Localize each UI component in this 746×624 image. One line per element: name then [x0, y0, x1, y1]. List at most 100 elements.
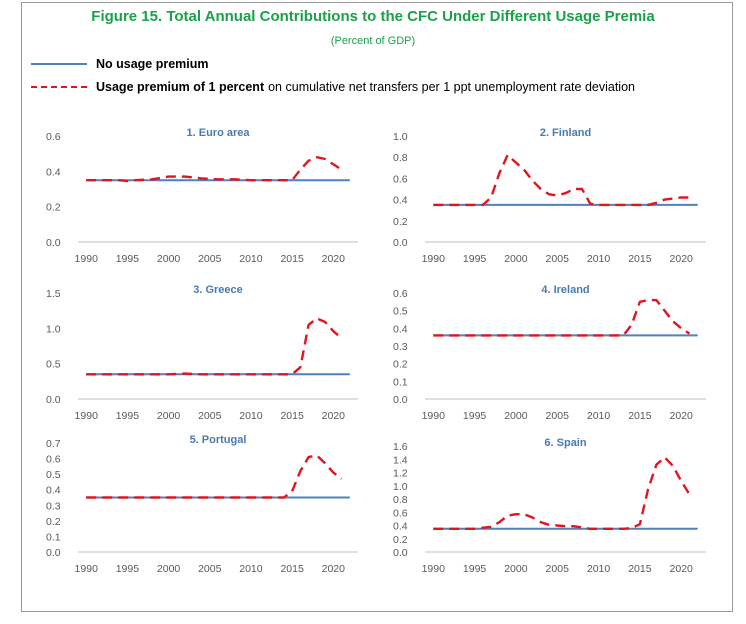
panel-1-y-tick-label: 0.4	[46, 166, 61, 178]
legend-solid-swatch	[31, 63, 87, 65]
panel-2-y-tick-label: 0.6	[393, 173, 408, 185]
legend-base-label: No usage premium	[96, 57, 209, 71]
panel-5-x-tick-label: 2010	[239, 563, 263, 575]
panel-5-x-tick-label: 2015	[280, 563, 304, 575]
panel-1-y-tick-label: 0.6	[46, 131, 61, 143]
legend-dashed-swatch	[31, 86, 87, 88]
panel-3-x-tick-label: 1990	[75, 410, 99, 422]
panel-6-x-tick-label: 1995	[463, 563, 487, 575]
panel-1-x-tick-label: 2010	[239, 253, 263, 265]
panel-3-x-tick-label: 2010	[239, 410, 263, 422]
panel-6-x-tick-label: 2010	[587, 563, 611, 575]
figure-title: Figure 15. Total Annual Contributions to…	[91, 8, 655, 25]
panel-2-y-tick-label: 0.0	[393, 237, 408, 249]
panel-4-y-tick-label: 0.5	[393, 306, 408, 318]
panel-3-y-tick-label: 1.5	[46, 288, 61, 300]
panel-1-x-tick-label: 1990	[75, 253, 99, 265]
panel-1-series-usage-premium	[86, 155, 343, 183]
panel-2-y-tick-label: 1.0	[393, 131, 408, 143]
panel-6-x-tick-label: 2005	[546, 563, 570, 575]
panel-6-title: 6. Spain	[544, 437, 586, 449]
panel-1-x-tick-label: 2020	[322, 253, 346, 265]
panel-4-y-tick-label: 0.1	[393, 376, 408, 388]
panel-2-x-tick-label: 2010	[587, 253, 611, 265]
panel-3-x-tick-label: 1995	[116, 410, 140, 422]
legend-item-base: No usage premium	[31, 55, 213, 73]
panel-5-x-tick-label: 2005	[198, 563, 222, 575]
panel-1-x-tick-label: 2015	[280, 253, 304, 265]
panel-1-x-tick-label: 2000	[157, 253, 181, 265]
figure-frame	[21, 2, 733, 612]
panel-2-y-tick-label: 0.4	[393, 195, 408, 207]
panel-5-y-tick-label: 0.2	[46, 516, 61, 528]
panel-5-y-tick-label: 0.4	[46, 485, 61, 497]
panel-5-x-tick-label: 2020	[322, 563, 346, 575]
panel-6-series-usage-premium	[433, 456, 691, 530]
panel-4-title: 4. Ireland	[541, 284, 589, 296]
panel-4-x-tick-label: 2015	[628, 410, 652, 422]
panel-4-y-tick-label: 0.3	[393, 341, 408, 353]
panel-6-x-tick-label: 2020	[670, 563, 694, 575]
panel-5-y-tick-label: 0.3	[46, 500, 61, 512]
panel-1-x-tick-label: 1995	[116, 253, 140, 265]
panel-2-y-tick-label: 0.2	[393, 216, 408, 228]
panel-3-x-tick-label: 2005	[198, 410, 222, 422]
panel-4-x-tick-label: 2020	[670, 410, 694, 422]
panel-4-x-tick-label: 2010	[587, 410, 611, 422]
panel-3-title: 3. Greece	[193, 284, 243, 296]
panel-3-y-tick-label: 1.0	[46, 323, 61, 335]
panel-2-x-tick-label: 2015	[628, 253, 652, 265]
panel-4-y-tick-label: 0.0	[393, 394, 408, 406]
panel-5-x-tick-label: 1995	[116, 563, 140, 575]
panel-5-title: 5. Portugal	[190, 434, 247, 446]
panel-4-x-tick-label: 2000	[504, 410, 528, 422]
panel-6-y-tick-label: 1.0	[393, 481, 408, 493]
panel-5-series-usage-premium	[86, 454, 343, 499]
panel-4-x-tick-label: 1995	[463, 410, 487, 422]
panel-6-y-tick-label: 1.4	[393, 454, 408, 466]
panel-5-y-tick-label: 0.6	[46, 454, 61, 466]
panel-3-y-tick-label: 0.0	[46, 394, 61, 406]
panel-2-x-tick-label: 2000	[504, 253, 528, 265]
panel-2-series-usage-premium	[433, 153, 690, 207]
panel-4-y-tick-label: 0.4	[393, 323, 408, 335]
panel-5-y-tick-label: 0.5	[46, 469, 61, 481]
panel-4-x-tick-label: 2005	[546, 410, 570, 422]
panel-5-y-tick-label: 0.1	[46, 531, 61, 543]
panel-6-y-tick-label: 0.0	[393, 547, 408, 559]
panel-3-series-usage-premium	[86, 317, 343, 376]
panel-3-x-tick-label: 2020	[322, 410, 346, 422]
panel-6-y-tick-label: 0.8	[393, 494, 408, 506]
panel-4-y-tick-label: 0.2	[393, 359, 408, 371]
panel-5-y-tick-label: 0.7	[46, 438, 61, 450]
panel-6-y-tick-label: 0.2	[393, 534, 408, 546]
panel-1-y-tick-label: 0.2	[46, 202, 61, 214]
panel-4-y-tick-label: 0.6	[393, 288, 408, 300]
panel-5-x-tick-label: 2000	[157, 563, 181, 575]
legend-item-premium: Usage premium of 1 percent on cumulative…	[31, 78, 635, 96]
panel-3-x-tick-label: 2015	[280, 410, 304, 422]
panel-1-y-tick-label: 0.0	[46, 237, 61, 249]
legend-premium-label-bold: Usage premium of 1 percent	[96, 80, 265, 94]
panel-6-x-tick-label: 2015	[628, 563, 652, 575]
panel-6-x-tick-label: 2000	[504, 563, 528, 575]
panel-2-x-tick-label: 2005	[546, 253, 570, 265]
panel-3-x-tick-label: 2000	[157, 410, 181, 422]
panel-1-x-tick-label: 2005	[198, 253, 222, 265]
panel-6-y-tick-label: 0.6	[393, 507, 408, 519]
panel-3-y-tick-label: 0.5	[46, 359, 61, 371]
panel-6-x-tick-label: 1990	[422, 563, 446, 575]
panel-6-y-tick-label: 1.6	[393, 441, 408, 453]
panel-4-x-tick-label: 1990	[422, 410, 446, 422]
panel-2-x-tick-label: 1995	[463, 253, 487, 265]
panel-5-x-tick-label: 1990	[75, 563, 99, 575]
panel-4-series-usage-premium	[433, 298, 691, 337]
panel-5-y-tick-label: 0.0	[46, 547, 61, 559]
panel-2-x-tick-label: 1990	[422, 253, 446, 265]
panel-6-y-tick-label: 1.2	[393, 468, 408, 480]
panel-2-title: 2. Finland	[540, 127, 591, 139]
panel-2-y-tick-label: 0.8	[393, 152, 408, 164]
panel-2-x-tick-label: 2020	[670, 253, 694, 265]
figure-subtitle: (Percent of GDP)	[330, 35, 416, 47]
